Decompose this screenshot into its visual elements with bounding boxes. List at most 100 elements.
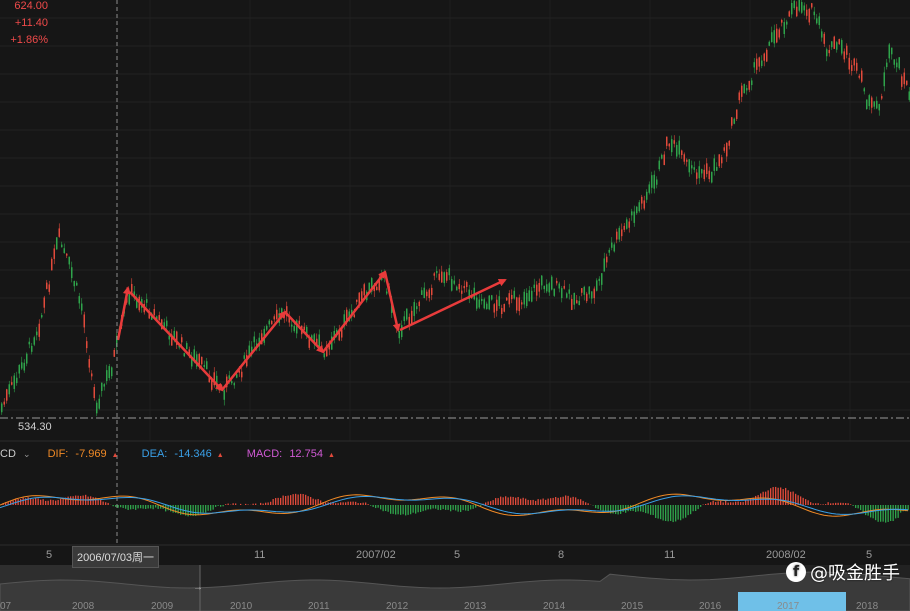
candle-body bbox=[306, 326, 308, 337]
candle-body bbox=[551, 276, 553, 290]
candle-body bbox=[203, 364, 205, 367]
macd-histogram-bar bbox=[830, 503, 832, 505]
navigator-arrow-icon[interactable]: → bbox=[193, 582, 203, 593]
candle-body bbox=[833, 36, 835, 49]
macd-histogram-bar bbox=[70, 496, 72, 505]
navigator-year: 2015 bbox=[621, 601, 644, 611]
candle-body bbox=[271, 321, 273, 325]
candle-body bbox=[496, 299, 498, 311]
macd-histogram-bar bbox=[470, 505, 472, 510]
macd-histogram-bar bbox=[745, 500, 747, 505]
macd-histogram-bar bbox=[475, 505, 477, 508]
macd-histogram-bar bbox=[780, 487, 782, 505]
candle-body bbox=[686, 159, 688, 162]
candle-body bbox=[133, 291, 135, 298]
candle-body bbox=[628, 221, 630, 228]
macd-histogram-bar bbox=[167, 505, 169, 511]
macd-histogram-bar bbox=[500, 496, 502, 505]
macd-histogram-bar bbox=[125, 505, 127, 509]
candle-body bbox=[318, 334, 320, 349]
candle-body bbox=[813, 11, 815, 16]
candle-body bbox=[228, 375, 230, 379]
candle-body bbox=[323, 353, 325, 358]
trend-arrow bbox=[399, 278, 507, 332]
candle-body bbox=[676, 144, 678, 157]
macd-histogram-bar bbox=[5, 502, 7, 505]
candle-body bbox=[423, 287, 425, 299]
indicator-name[interactable]: CD bbox=[0, 448, 16, 460]
macd-histogram-bar bbox=[390, 505, 392, 514]
macd-histogram-bar bbox=[810, 502, 812, 505]
macd-histogram-bar bbox=[322, 502, 324, 505]
candle-body bbox=[328, 344, 330, 350]
macd-histogram-bar bbox=[640, 505, 642, 512]
macd-histogram-bar bbox=[157, 505, 159, 509]
candle-body bbox=[31, 345, 33, 352]
candle-body bbox=[413, 302, 415, 316]
candle-body bbox=[706, 163, 708, 175]
x-axis-label: 11 bbox=[664, 549, 676, 561]
macd-histogram-bar bbox=[580, 499, 582, 505]
candle-body bbox=[33, 337, 35, 345]
candle-body bbox=[61, 244, 63, 248]
macd-histogram-bar bbox=[67, 496, 69, 505]
candle-body bbox=[71, 267, 73, 279]
macd-histogram-bar bbox=[887, 505, 889, 522]
candle-body bbox=[631, 211, 633, 216]
candle-body bbox=[331, 336, 333, 350]
candle-body bbox=[176, 331, 178, 345]
candle-body bbox=[401, 325, 403, 338]
macd-histogram-bar bbox=[710, 502, 712, 505]
macd-histogram-bar bbox=[900, 505, 902, 513]
macd-histogram-bar bbox=[460, 505, 462, 513]
macd-histogram-bar bbox=[220, 505, 222, 507]
macd-histogram-bar bbox=[515, 497, 517, 505]
macd-histogram-bar bbox=[862, 505, 864, 514]
candle-body bbox=[851, 65, 853, 71]
macd-histogram-bar bbox=[787, 490, 789, 505]
macd-histogram-bar bbox=[370, 505, 372, 506]
candle-body bbox=[476, 297, 478, 309]
candle-body bbox=[266, 325, 268, 330]
macd-histogram-bar bbox=[802, 497, 804, 505]
candle-body bbox=[608, 249, 610, 253]
candle-body bbox=[1, 403, 3, 413]
macd-histogram-bar bbox=[617, 505, 619, 515]
candle-body bbox=[563, 285, 565, 289]
dif-value: -7.969 bbox=[75, 448, 107, 460]
macd-histogram-bar bbox=[732, 502, 734, 505]
macd-histogram-bar bbox=[55, 500, 57, 505]
macd-histogram-bar bbox=[102, 501, 104, 505]
macd-histogram-bar bbox=[90, 496, 92, 505]
candle-body bbox=[168, 335, 170, 340]
macd-histogram-bar bbox=[45, 500, 47, 505]
candle-body bbox=[681, 150, 683, 156]
candle-body bbox=[108, 366, 110, 379]
candle-body bbox=[26, 353, 28, 364]
watermark: f @吸金胜手 bbox=[786, 559, 900, 585]
candle-body bbox=[508, 293, 510, 305]
candle-body bbox=[783, 22, 785, 35]
macd-histogram-bar bbox=[340, 502, 342, 505]
candle-body bbox=[821, 31, 823, 38]
macd-histogram-bar bbox=[572, 496, 574, 505]
macd-histogram-bar bbox=[505, 496, 507, 505]
macd-histogram-bar bbox=[530, 500, 532, 505]
candle-body bbox=[758, 57, 760, 67]
macd-histogram-bar bbox=[817, 503, 819, 505]
macd-histogram-bar bbox=[452, 505, 454, 510]
macd-histogram-bar bbox=[895, 505, 897, 519]
candle-body bbox=[768, 41, 770, 46]
macd-histogram-bar bbox=[155, 505, 157, 508]
candle-body bbox=[286, 306, 288, 317]
candle-body bbox=[16, 377, 18, 384]
x-axis-label: 5 bbox=[454, 549, 461, 561]
candle-body bbox=[606, 256, 608, 263]
candle-body bbox=[906, 80, 908, 85]
candle-body bbox=[878, 104, 880, 111]
chevron-down-icon[interactable]: ⌄ bbox=[22, 449, 31, 459]
candle-body bbox=[793, 0, 795, 9]
candle-body bbox=[48, 284, 50, 292]
candle-body bbox=[183, 353, 185, 357]
